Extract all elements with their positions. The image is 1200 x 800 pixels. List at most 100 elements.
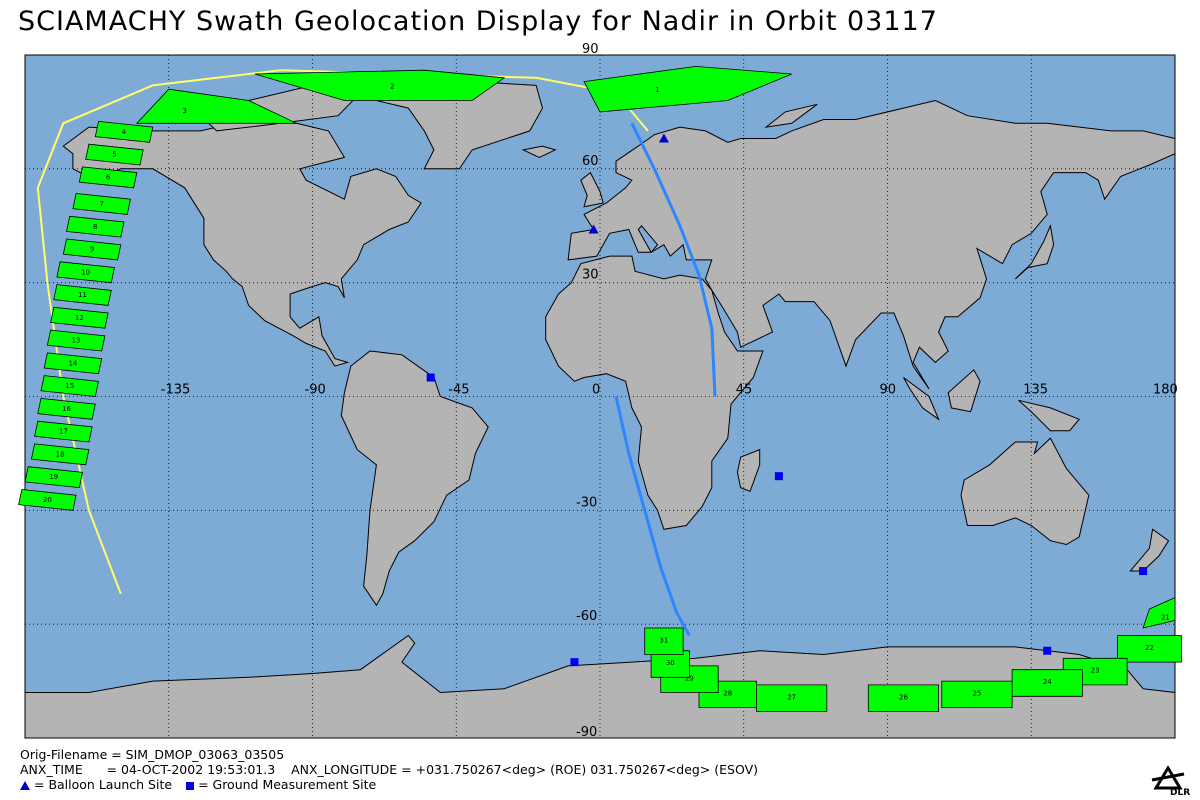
site-markers (426, 133, 1148, 667)
swath-number: 29 (685, 674, 694, 682)
land-north-america (62, 118, 422, 367)
swath-number: 8 (93, 223, 97, 231)
swath-footprint (78, 166, 138, 189)
swath-footprint (37, 397, 96, 420)
swath-number: 21 (1161, 614, 1170, 622)
legend-balloon-label: = Balloon Launch Site (34, 777, 173, 792)
swath-number: 27 (787, 693, 796, 701)
swath-number: 12 (75, 314, 84, 322)
graticule (24, 54, 1176, 739)
swath-number: 25 (972, 689, 981, 697)
ground-measurement-site-marker (570, 658, 579, 667)
swath-footprint (40, 375, 99, 397)
land-sumatra (903, 377, 940, 421)
ground-measurement-site-marker (774, 472, 783, 481)
longitude-labels: -135 -90 -45 0 45 90 135 180 (161, 383, 1178, 398)
swath-number: 28 (723, 689, 732, 697)
land-australia (960, 437, 1090, 546)
swath-number: 24 (1043, 678, 1052, 686)
legend-ground-label: = Ground Measurement Site (198, 777, 377, 792)
swath-number: 3 (182, 107, 186, 115)
footer-legend: = Balloon Launch Site = Ground Measuremen… (20, 777, 376, 792)
ground-track-segment-north (630, 122, 717, 397)
swath-number: 14 (68, 359, 77, 367)
longitude-label: -135 (161, 383, 191, 398)
swath-footprint (66, 215, 125, 238)
land-europe-asia (567, 99, 1176, 390)
longitude-label: -45 (448, 383, 469, 398)
dlr-logo: DLR (1151, 765, 1190, 796)
dlr-logo-text: DLR (1170, 788, 1190, 796)
map-title: SCIAMACHY Swath Geolocation Display for … (18, 6, 938, 37)
swath-number: 31 (659, 636, 668, 644)
longitude-label: -90 (305, 383, 326, 398)
swath-footprint (34, 420, 93, 443)
swath-footprint (254, 69, 506, 101)
swath-footprint (94, 120, 154, 143)
longitude-label: 45 (736, 383, 753, 398)
swath-number: 26 (899, 693, 908, 701)
ground-track-segment-south (614, 396, 691, 637)
ground-measurement-site-marker (426, 373, 435, 382)
land-iceland (521, 145, 557, 158)
swath-footprint (53, 284, 112, 306)
swath-number: 16 (62, 405, 71, 413)
balloon-launch-icon (20, 781, 30, 790)
ground-measurement-site-marker (1139, 567, 1148, 576)
swath-number: 18 (56, 450, 65, 458)
latitude-label: -90 (576, 725, 597, 740)
longitude-label: 135 (1023, 383, 1048, 398)
swath-footprint (30, 443, 90, 466)
latitude-labels: 90 60 30 -30 -60 -90 (576, 42, 599, 740)
swath-footprint (43, 352, 103, 375)
longitude-label: 0 (592, 383, 600, 398)
swath-footprint (644, 627, 684, 655)
swath-number: 20 (43, 496, 52, 504)
longitude-label: 180 (1153, 383, 1178, 398)
latitude-label: -60 (576, 609, 597, 624)
latitude-label: 90 (582, 42, 599, 57)
swath-number: 17 (59, 428, 68, 436)
swath-footprint (85, 143, 144, 166)
land-madagascar (736, 448, 761, 493)
latitude-label: 60 (582, 154, 599, 169)
ground-measurement-site-marker (1043, 646, 1052, 655)
swath-footprint (56, 261, 115, 284)
world-map: 1234567891011121314151617181920212223242… (18, 42, 1182, 740)
land-uk (580, 171, 604, 208)
swath-footprint (1117, 635, 1182, 663)
swath-number: 7 (99, 200, 103, 208)
swath-number: 4 (122, 128, 127, 136)
ground-measurement-icon (186, 781, 195, 790)
swath-footprint (62, 238, 122, 261)
swath-number: 19 (49, 473, 58, 481)
latitude-label: -30 (576, 495, 597, 510)
land-novaya-zemlya (764, 103, 818, 128)
land-borneo (947, 369, 981, 413)
land-south-america (340, 350, 489, 607)
swath-number: 23 (1091, 667, 1100, 675)
swath-number: 22 (1145, 644, 1154, 652)
swath-footprint (1142, 596, 1176, 629)
swath-footprint (583, 65, 792, 113)
map-frame (24, 54, 1176, 739)
swath-number: 2 (390, 82, 394, 90)
swath-footprint (50, 306, 109, 329)
swath-footprint (867, 684, 939, 712)
swath-number: 10 (81, 268, 90, 276)
swath-footprint (46, 329, 106, 352)
swath-footprint (72, 193, 131, 215)
swath-number: 15 (65, 382, 74, 390)
land-africa (545, 255, 764, 530)
swath-number: 9 (90, 246, 94, 254)
swath-number: 6 (106, 173, 111, 181)
footer-anx-time: ANX_TIME = 04-OCT-2002 19:53:01.3 ANX_LO… (20, 762, 759, 777)
balloon-launch-site-marker (588, 224, 599, 234)
swath-number: 5 (112, 151, 116, 159)
swath-footprint (135, 88, 297, 124)
footer-filename: Orig-Filename = SIM_DMOP_03063_03505 (20, 747, 285, 762)
swath-footprint (24, 466, 83, 489)
longitude-label: 90 (880, 383, 897, 398)
balloon-launch-site-marker (658, 133, 669, 143)
swath-number: 1 (655, 86, 659, 94)
